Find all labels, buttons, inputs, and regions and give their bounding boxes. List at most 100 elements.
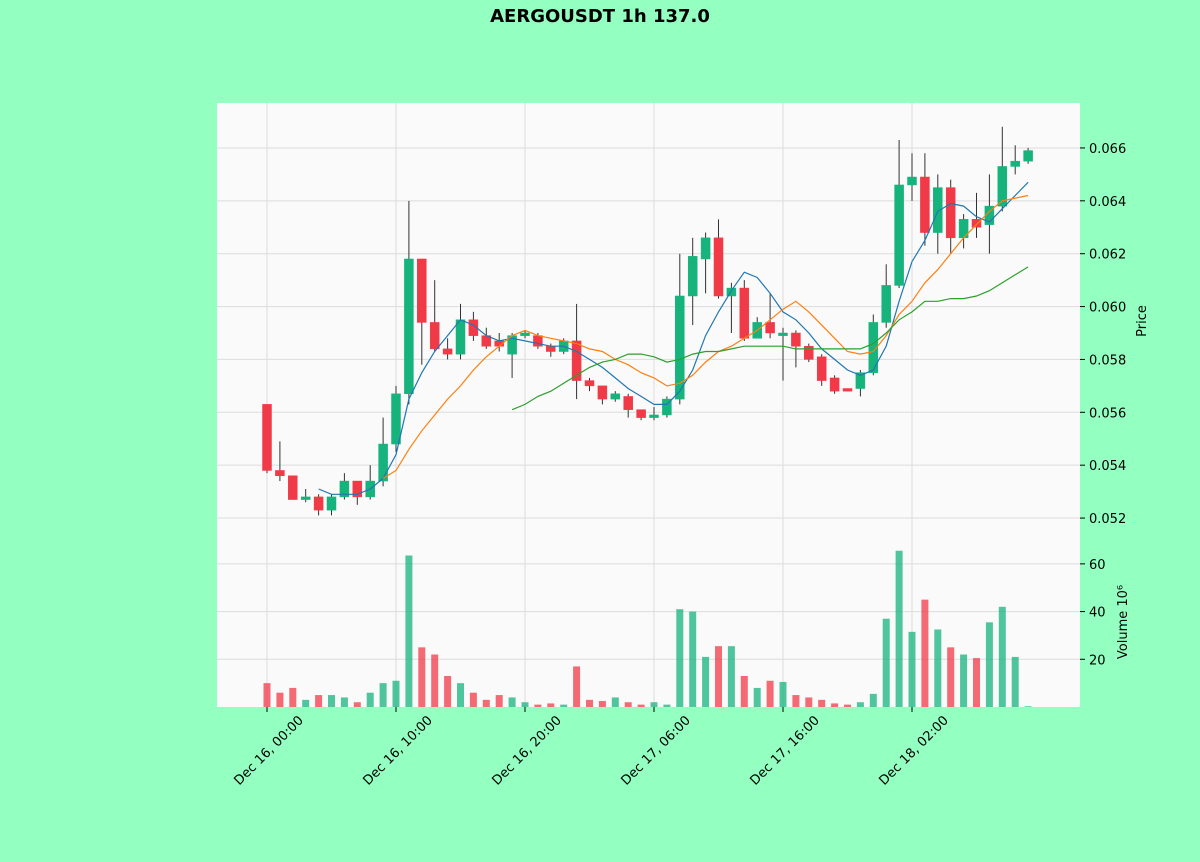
candle-body — [868, 322, 879, 373]
candle-body — [584, 380, 595, 387]
candle-body — [429, 322, 440, 350]
candle-body — [816, 356, 827, 381]
volume-bar — [805, 697, 813, 707]
y-tick-label: 0.054 — [1089, 459, 1126, 474]
candle-body — [391, 393, 401, 445]
chart-title: AERGOUSDT 1h 137.0 — [490, 6, 710, 27]
volume-bar — [947, 647, 955, 707]
y-tick-label: 0.064 — [1089, 195, 1126, 210]
candle-body — [662, 398, 672, 416]
candle-body — [326, 496, 337, 511]
candle-body — [404, 258, 414, 395]
volume-bar — [586, 699, 593, 707]
volume-bar — [753, 687, 761, 707]
volume-bar — [521, 702, 529, 707]
volume-bar — [276, 692, 284, 707]
volume-bar — [289, 687, 297, 707]
volume-bar — [715, 646, 722, 707]
volume-bar — [973, 658, 980, 707]
volume-bar — [328, 695, 335, 707]
volume-bar — [418, 647, 426, 707]
candle-body — [275, 470, 285, 477]
candle-body — [339, 480, 350, 498]
candle-body — [855, 372, 866, 389]
volume-bar — [908, 631, 916, 707]
volume-bar — [547, 703, 555, 707]
volume-bar — [740, 675, 748, 707]
y-tick-label: 0.066 — [1089, 142, 1126, 157]
volume-bar — [469, 692, 477, 707]
candle-body — [842, 388, 853, 392]
volume-bar — [611, 697, 619, 707]
candle-body — [933, 187, 943, 233]
y2-tick-label: 40 — [1089, 606, 1106, 621]
candle-body — [778, 332, 788, 336]
volume-bar — [263, 683, 271, 707]
candle-body — [804, 345, 814, 360]
candle-body — [468, 319, 479, 336]
candle-body — [829, 377, 840, 392]
volume-bar — [779, 681, 787, 707]
x-tick-label: Dec 17, 06:00 — [618, 713, 693, 788]
y-tick-label: 0.056 — [1089, 406, 1126, 421]
volume-bar — [508, 697, 516, 707]
candle-body — [455, 319, 466, 355]
volume-bar — [1024, 706, 1032, 707]
volume-bar — [689, 611, 697, 707]
y-tick-label: 0.060 — [1089, 301, 1126, 316]
volume-bar — [482, 699, 490, 707]
volume-bar — [650, 702, 658, 707]
x-tick-label: Dec 16, 00:00 — [231, 713, 306, 788]
moving-average-line — [318, 181, 1029, 495]
candle-body — [791, 332, 801, 347]
volume-bar — [573, 666, 581, 707]
volume-bar — [895, 550, 903, 707]
candle-body — [700, 237, 711, 260]
candle-body — [636, 409, 646, 418]
x-tick-label: Dec 16, 20:00 — [489, 713, 564, 788]
candle-body — [597, 385, 608, 400]
volume-bar — [637, 704, 645, 707]
candle-body — [571, 340, 582, 381]
volume-bar — [392, 680, 400, 707]
x-tick-label: Dec 18, 02:00 — [876, 713, 951, 788]
volume-bar — [882, 618, 890, 707]
volume-bar — [444, 675, 452, 707]
moving-average-line — [382, 194, 1029, 479]
candle-body — [1023, 150, 1033, 162]
volume-bar — [818, 699, 826, 707]
volume-bar — [624, 702, 632, 707]
volume-bar — [457, 683, 464, 707]
candle-body — [378, 443, 388, 482]
volume-bar — [702, 656, 710, 707]
volume-bar — [844, 704, 851, 707]
volume-bar — [598, 701, 606, 707]
y2-tick-label: 60 — [1089, 558, 1106, 573]
candle-body — [300, 496, 311, 500]
volume-bar — [921, 599, 929, 707]
candle-body — [945, 187, 956, 239]
candle-body — [546, 345, 556, 352]
candle-body — [971, 219, 982, 228]
volume-bar — [1011, 656, 1019, 707]
y-tick-label: 0.052 — [1089, 512, 1126, 527]
volume-bar — [534, 704, 542, 707]
candle-body — [288, 475, 298, 500]
candle-body — [313, 496, 324, 511]
candle-body — [352, 480, 363, 498]
candle-body — [417, 258, 427, 323]
candle-body — [675, 295, 685, 400]
candle-body — [262, 404, 272, 471]
candle-body — [610, 393, 621, 400]
candle-body — [739, 287, 750, 339]
volume-bar — [869, 693, 877, 707]
y2-axis-label: Volume 10⁶ — [1116, 585, 1131, 659]
candle-body — [726, 287, 737, 297]
volume-bar — [495, 695, 503, 707]
candle-body — [687, 256, 698, 297]
volume-bar — [985, 622, 993, 707]
y-tick-label: 0.062 — [1089, 248, 1126, 263]
volume-bar — [676, 609, 684, 707]
volume-bar — [792, 695, 800, 707]
volume-bar — [405, 555, 413, 707]
